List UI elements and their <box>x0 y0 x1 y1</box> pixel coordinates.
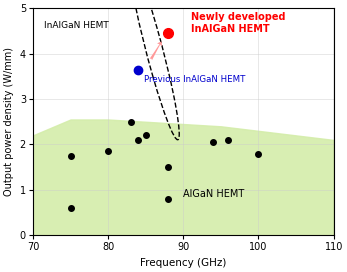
Text: AlGaN HEMT: AlGaN HEMT <box>183 189 245 199</box>
X-axis label: Frequency (GHz): Frequency (GHz) <box>140 258 227 268</box>
Text: InAlGaN HEMT: InAlGaN HEMT <box>44 21 109 30</box>
Text: Newly developed
InAlGaN HEMT: Newly developed InAlGaN HEMT <box>191 12 285 34</box>
Text: Previous InAlGaN HEMT: Previous InAlGaN HEMT <box>144 75 246 84</box>
Y-axis label: Output power density (W/mm): Output power density (W/mm) <box>4 47 14 196</box>
